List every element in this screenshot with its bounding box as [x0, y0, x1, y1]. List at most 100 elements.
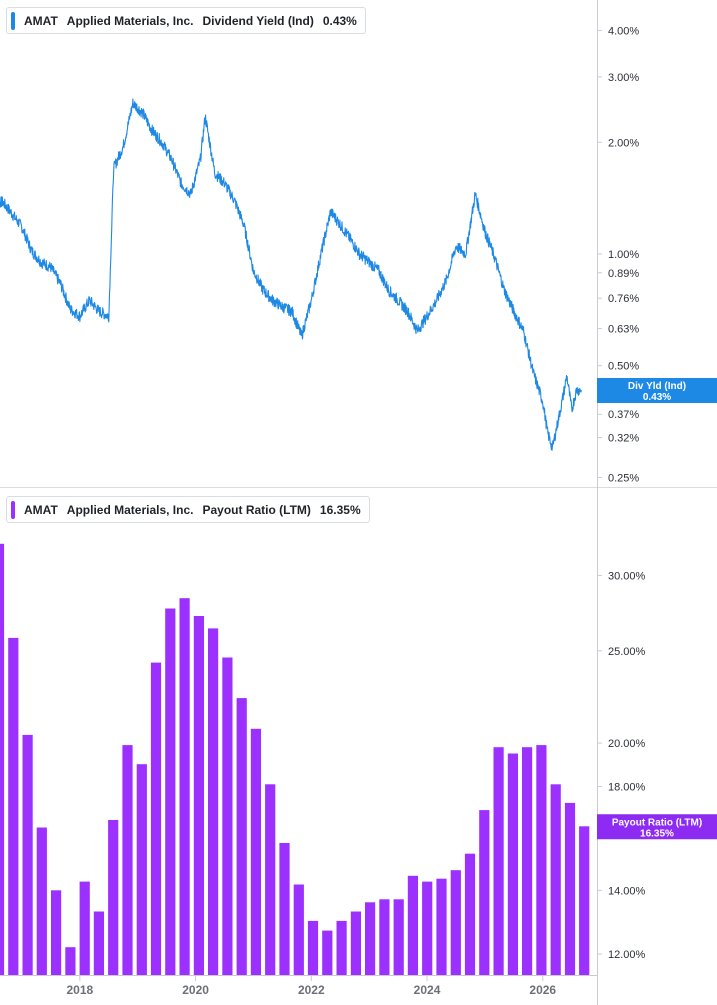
payout-bar [493, 747, 504, 975]
payout-bar [22, 734, 33, 975]
y-tick-label: 0.89% [608, 268, 639, 280]
legend-company: Applied Materials, Inc. [66, 502, 194, 517]
payout-bar [350, 911, 361, 975]
y-tick: 0.32% [597, 433, 639, 445]
x-tick-label: 2026 [529, 983, 556, 997]
payout-bar [336, 920, 347, 975]
payout-bar [165, 608, 176, 975]
payout-bar [507, 753, 518, 975]
payout-bar [122, 745, 133, 975]
y-tick: 1.00% [597, 249, 639, 261]
y-tick-label: 1.00% [608, 249, 639, 261]
payout-bar [265, 784, 276, 975]
y-tick-label: 0.25% [608, 472, 639, 484]
y-tick-label: 12.00% [608, 949, 646, 961]
legend-ticker: AMAT [24, 502, 58, 517]
y-tick-label: 30.00% [608, 571, 646, 583]
y-tick-label: 0.50% [608, 361, 639, 373]
payout-bar [393, 899, 404, 975]
legend-swatch [11, 11, 15, 30]
legend-value: 16.35% [319, 502, 361, 517]
payout-bar [450, 870, 461, 975]
payout-bar [550, 784, 561, 975]
dividend-yield-line [0, 98, 582, 451]
y-tick: 2.00% [597, 137, 639, 149]
y-tick: 0.50% [597, 361, 639, 373]
payout-ratio-tag-box [597, 814, 717, 840]
y-tick: 0.25% [597, 472, 639, 484]
dividend-yield-legend: AMAT Applied Materials, Inc. Dividend Yi… [6, 7, 366, 34]
payout-bar [422, 881, 433, 975]
payout-bar [179, 598, 190, 975]
y-tick: 20.00% [597, 738, 646, 750]
y-tick-label: 0.63% [608, 323, 639, 335]
y-tick: 4.00% [597, 26, 639, 38]
payout-bar [379, 899, 390, 975]
y-tick: 0.76% [597, 293, 639, 305]
y-tick-label: 3.00% [608, 72, 639, 84]
y-tick-label: 4.00% [608, 26, 639, 38]
payout-bar [322, 930, 333, 975]
payout-bar [479, 810, 490, 975]
payout-ratio-tag-label: Payout Ratio (LTM) [612, 817, 702, 828]
y-tick-label: 0.37% [608, 409, 639, 421]
payout-bar [564, 802, 576, 975]
y-tick: 14.00% [597, 885, 646, 897]
dividend-yield-tag-box [597, 378, 717, 404]
payout-bar [365, 902, 376, 975]
y-tick: 30.00% [597, 571, 646, 583]
payout-ratio-panel [0, 543, 590, 975]
payout-bar [279, 843, 290, 975]
legend-value: 0.43% [322, 13, 357, 28]
legend-metric: Payout Ratio (LTM) [202, 502, 311, 517]
y-tick: 25.00% [597, 646, 646, 658]
legend-company: Applied Materials, Inc. [66, 13, 194, 28]
dividend-yield-tag-label: Div Yld (Ind) [628, 381, 686, 392]
y-tick: 3.00% [597, 72, 639, 84]
payout-bar [108, 820, 119, 975]
payout-bar [222, 657, 233, 975]
dividend-yield-tag-value: 0.43% [643, 392, 671, 403]
payout-bar [250, 728, 261, 975]
y-tick-label: 14.00% [608, 885, 646, 897]
payout-bar [36, 827, 47, 975]
payout-bar [464, 853, 476, 975]
y-tick-label: 25.00% [608, 646, 646, 658]
y-tick-label: 0.32% [608, 433, 639, 445]
payout-bar [65, 947, 76, 975]
y-tick-label: 2.00% [608, 137, 639, 149]
payout-ratio-tag: Payout Ratio (LTM)16.35% [597, 814, 717, 840]
dividend-yield-tag: Div Yld (Ind)0.43% [597, 378, 717, 404]
payout-ratio-tag-value: 16.35% [640, 828, 674, 839]
y-tick-label: 0.76% [608, 293, 639, 305]
payout-bar [536, 745, 547, 975]
payout-bar [522, 747, 533, 975]
x-tick-label: 2022 [298, 983, 325, 997]
y-tick: 12.00% [597, 949, 646, 961]
payout-bar [150, 662, 162, 975]
payout-bar [307, 920, 319, 975]
y-tick-label: 18.00% [608, 782, 646, 794]
payout-ratio-legend: AMAT Applied Materials, Inc. Payout Rati… [6, 496, 370, 523]
payout-bar [8, 637, 19, 975]
y-tick-label: 20.00% [608, 738, 646, 750]
payout-bar [579, 826, 590, 975]
payout-bar [51, 890, 62, 975]
payout-bar [193, 616, 204, 975]
x-tick-label: 2018 [67, 983, 94, 997]
payout-bar [136, 764, 147, 975]
legend-metric: Dividend Yield (Ind) [202, 13, 314, 28]
x-tick-label: 2020 [182, 983, 209, 997]
y-tick: 18.00% [597, 782, 646, 794]
payout-bar [79, 881, 90, 975]
x-tick-label: 2024 [414, 983, 441, 997]
payout-bar [293, 884, 304, 975]
legend-ticker: AMAT [24, 13, 58, 28]
legend-swatch [11, 500, 15, 519]
y-tick: 0.63% [597, 323, 639, 335]
dividend-yield-panel [0, 98, 582, 451]
y-tick: 0.37% [597, 409, 639, 421]
payout-bar [0, 543, 5, 975]
